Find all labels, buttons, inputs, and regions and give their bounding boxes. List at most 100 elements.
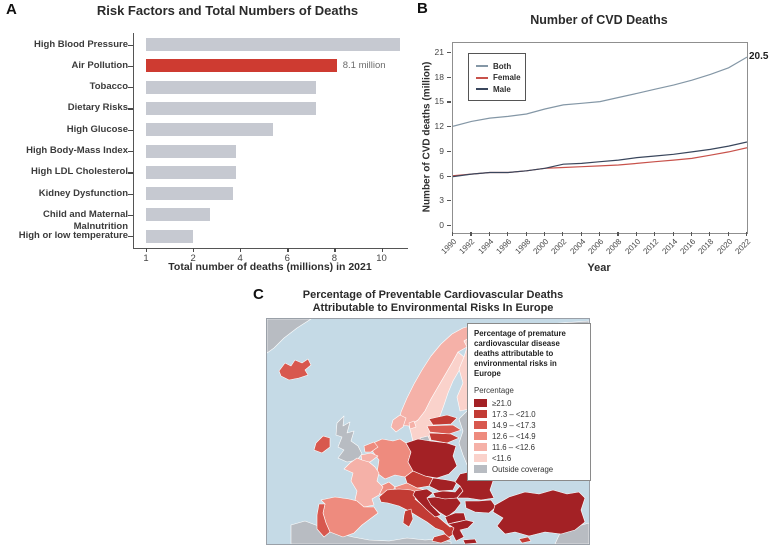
map-legend-class-label: 17.3 – <21.0 <box>492 409 536 419</box>
bar-y-axis-tick <box>128 214 133 217</box>
map-legend-class-label: Outside coverage <box>492 464 554 474</box>
line-x-tick <box>672 232 674 236</box>
line-chart-legend: Both Female Male <box>468 53 526 101</box>
panel-a-title: Risk Factors and Total Numbers of Deaths <box>96 3 359 18</box>
country-turkey <box>492 489 586 537</box>
map-legend-row: <11.6 <box>474 454 585 463</box>
bar-value-annotation: 8.1 million <box>342 59 386 71</box>
line-x-tick <box>709 232 711 236</box>
map-legend-row: Outside coverage <box>474 465 585 474</box>
bar <box>146 208 210 222</box>
map-legend-class-label: 14.9 – <17.3 <box>492 420 536 430</box>
line-x-tick <box>543 232 546 236</box>
bar-category-label: High or low temperature <box>18 230 128 242</box>
bar-y-axis-tick <box>128 87 133 89</box>
bar-y-axis-tick <box>128 151 133 153</box>
line-y-tick <box>447 101 451 103</box>
bar-category-label: High LDL Cholesterol <box>31 166 128 178</box>
map-legend-row: 14.9 – <17.3 <box>474 421 585 430</box>
bar <box>146 165 236 179</box>
country-denmark <box>390 414 407 433</box>
line-y-tick <box>447 126 451 128</box>
map-legend-class-label: <11.6 <box>492 453 512 463</box>
line-end-value-annotation: 20.5 <box>749 51 769 62</box>
country-cyprus <box>518 536 532 544</box>
country-greece <box>447 519 475 542</box>
line-x-tick <box>525 232 527 236</box>
line-x-tick <box>617 232 619 236</box>
bar <box>146 144 236 158</box>
line-chart-svg <box>453 56 747 178</box>
line-x-tick <box>635 232 637 236</box>
line-y-tick-label: 6 <box>439 170 444 181</box>
bar-y-axis-tick <box>128 108 133 110</box>
map-legend-class-label: ≥21.0 <box>492 398 512 408</box>
line-y-tick <box>447 52 451 54</box>
legend-item-both: Both <box>476 62 525 71</box>
map-legend: Percentage of premature cardiovascular d… <box>467 323 591 481</box>
line-x-tick <box>746 232 748 236</box>
bar <box>146 187 234 201</box>
country-crete <box>462 538 478 544</box>
legend-item-male: Male <box>476 85 525 94</box>
map-legend-swatch <box>474 410 487 419</box>
line-chart-x-axis-title: Year <box>587 262 611 274</box>
line-x-tick <box>690 232 693 236</box>
bar-category-label: High Body-Mass Index <box>26 145 128 156</box>
map-legend-swatch <box>474 399 487 408</box>
line-x-tick <box>654 232 656 236</box>
line-x-tick <box>727 232 729 236</box>
bar-y-axis-tick <box>128 44 133 46</box>
bar-x-axis-tick <box>287 248 289 252</box>
line-series-male <box>453 141 747 178</box>
country-greenland <box>267 319 312 354</box>
map-legend-swatch <box>474 443 487 452</box>
line-x-tick <box>507 232 509 236</box>
bar-y-axis-tick <box>128 172 133 174</box>
line-y-tick-label: 15 <box>434 96 444 107</box>
country-bulgaria <box>464 499 497 514</box>
line-x-tick <box>452 232 454 236</box>
country-estonia <box>428 414 458 426</box>
bar-category-label: Child and Maternal Malnutrition <box>43 208 128 232</box>
country-sicily <box>431 533 452 544</box>
map-legend-class-label: 12.6 – <14.9 <box>492 431 536 441</box>
country-croatia-slovenia <box>412 488 442 518</box>
country-france <box>343 457 384 508</box>
line-series-both <box>453 56 747 127</box>
line-y-tick <box>447 200 451 202</box>
map-legend-rows: ≥21.0 17.3 – <21.0 14.9 – <17.3 12.6 – <14.… <box>474 399 585 474</box>
line-x-tick <box>562 232 564 236</box>
bar-x-axis-tick-label: 10 <box>376 253 387 264</box>
line-x-tick <box>599 232 601 236</box>
bar-highlighted <box>146 59 337 73</box>
bar-category-label: Dietary Risks <box>67 102 128 114</box>
line-y-tick <box>447 225 451 227</box>
bar-x-axis-tick <box>146 248 148 252</box>
bar-y-axis-tick <box>128 65 133 68</box>
legend-label-both: Both <box>493 61 512 71</box>
map-legend-row: 11.6 – <12.6 <box>474 443 585 452</box>
bar-category-label: Tobacco <box>89 81 128 93</box>
map-legend-subtitle: Percentage <box>474 385 514 395</box>
panel-c-label: C <box>253 286 264 303</box>
bar-y-axis-tick <box>128 129 133 131</box>
bar-category-label: High Blood Pressure <box>34 38 128 50</box>
bar-x-axis-tick-label: 8 <box>331 253 338 264</box>
country-lithuania <box>428 432 460 444</box>
country-iceland <box>278 358 312 381</box>
bar-x-axis-tick <box>240 248 242 252</box>
line-x-tick <box>470 232 472 236</box>
country-serbia-bosnia <box>426 496 462 518</box>
map-legend-row: 17.3 – <21.0 <box>474 410 585 419</box>
line-y-tick-label: 9 <box>439 145 444 156</box>
bar-chart-plot-area <box>133 33 408 249</box>
country-united-kingdom <box>335 415 363 463</box>
bar-y-axis-tick <box>128 236 133 238</box>
legend-item-female: Female <box>476 73 525 82</box>
line-y-tick-label: 18 <box>434 71 444 82</box>
bar <box>146 229 194 243</box>
map-legend-swatch <box>474 432 487 441</box>
map-legend-title: Percentage of premature cardiovascular d… <box>474 329 566 378</box>
